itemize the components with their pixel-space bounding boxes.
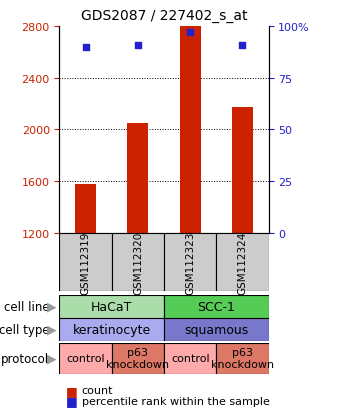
Text: cell type: cell type (0, 323, 49, 336)
Text: ▶: ▶ (47, 323, 56, 336)
Text: protocol: protocol (1, 352, 49, 365)
Point (187, 30, 193, 36)
Bar (164, 233, 216, 291)
Bar (59, 318, 164, 341)
Title: GDS2087 / 227402_s_at: GDS2087 / 227402_s_at (81, 9, 247, 23)
Bar (164, 343, 216, 374)
Text: HaCaT: HaCaT (91, 300, 133, 313)
Bar (216, 233, 269, 291)
Text: GSM112320: GSM112320 (133, 231, 143, 294)
Bar (164, 295, 269, 318)
Text: GSM112323: GSM112323 (185, 230, 195, 294)
Text: p63
knockdown: p63 knockdown (106, 347, 169, 369)
Text: squamous: squamous (184, 323, 249, 336)
Bar (75, 184, 96, 233)
Text: keratinocyte: keratinocyte (73, 323, 151, 336)
Text: ■: ■ (66, 384, 78, 397)
Bar (59, 295, 164, 318)
Point (240, 42, 245, 49)
Bar (59, 233, 112, 291)
Text: ▶: ▶ (47, 300, 56, 313)
Text: ■: ■ (66, 394, 78, 407)
Point (135, 42, 141, 49)
Text: count: count (82, 385, 113, 395)
Text: control: control (171, 353, 209, 363)
Point (83, 44, 88, 51)
Text: ▶: ▶ (47, 352, 56, 365)
Text: GSM112319: GSM112319 (81, 230, 91, 294)
Bar (180, 27, 201, 233)
Text: cell line: cell line (4, 300, 49, 313)
Bar (59, 343, 112, 374)
Text: p63
knockdown: p63 knockdown (211, 347, 274, 369)
Text: percentile rank within the sample: percentile rank within the sample (82, 396, 270, 406)
Bar (112, 343, 164, 374)
Bar (112, 233, 164, 291)
Text: GSM112324: GSM112324 (237, 230, 248, 294)
Bar (232, 107, 253, 233)
Bar (128, 123, 148, 233)
Bar (216, 343, 269, 374)
Text: control: control (66, 353, 105, 363)
Bar (164, 318, 269, 341)
Text: SCC-1: SCC-1 (198, 300, 235, 313)
